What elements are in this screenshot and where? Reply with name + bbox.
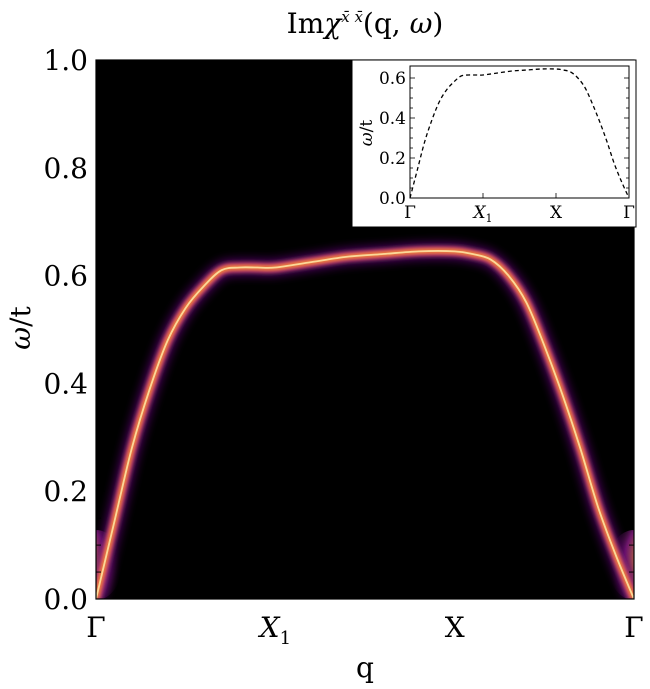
band-peak xyxy=(96,250,634,599)
inset-y-tick-label: 0.6 xyxy=(379,69,406,89)
x-tick-label: X1 xyxy=(258,611,291,649)
y-tick-label: 0.2 xyxy=(43,475,88,508)
main-y-axis: 0.0 0.2 0.4 0.6 0.8 1.0 xyxy=(43,44,634,616)
inset-y-axis-label: ω/t xyxy=(357,120,377,147)
y-tick-label: 0.0 xyxy=(43,583,88,616)
inset-x-tick-label: X xyxy=(550,203,563,223)
inset-y-tick-label: 0.2 xyxy=(379,149,406,169)
inset-x-tick-label: Γ xyxy=(623,203,635,223)
y-axis-label: ω/t xyxy=(4,305,37,349)
y-tick-label: 1.0 xyxy=(43,44,88,77)
inset-x-tick-label: Γ xyxy=(404,203,416,223)
chart-title: Imχx̄ x̄(q, ω) xyxy=(287,7,444,40)
inset-plot: 0.0 0.2 0.4 0.6 Γ X1 X Γ ω/t xyxy=(351,59,637,228)
inset-frame xyxy=(409,65,630,199)
x-tick-label: X xyxy=(445,611,465,644)
inset-dispersion-line xyxy=(409,68,630,199)
inset-y-tick-label: 0.0 xyxy=(379,189,406,209)
inset-background xyxy=(351,59,637,228)
inset-y-axis: 0.0 0.2 0.4 0.6 xyxy=(379,69,629,209)
inset-y-tick-label: 0.4 xyxy=(379,109,406,129)
x-tick-label: Γ xyxy=(624,611,643,644)
y-tick-label: 0.8 xyxy=(43,152,88,185)
y-tick-label: 0.6 xyxy=(43,260,88,293)
x-axis-label: q xyxy=(356,651,374,684)
main-x-axis: Γ X1 X Γ xyxy=(86,60,644,649)
y-tick-label: 0.4 xyxy=(43,367,88,400)
inset-x-axis: Γ X1 X Γ xyxy=(404,193,635,225)
inset-x-tick-label: X1 xyxy=(471,203,492,225)
x-tick-label: Γ xyxy=(86,611,105,644)
